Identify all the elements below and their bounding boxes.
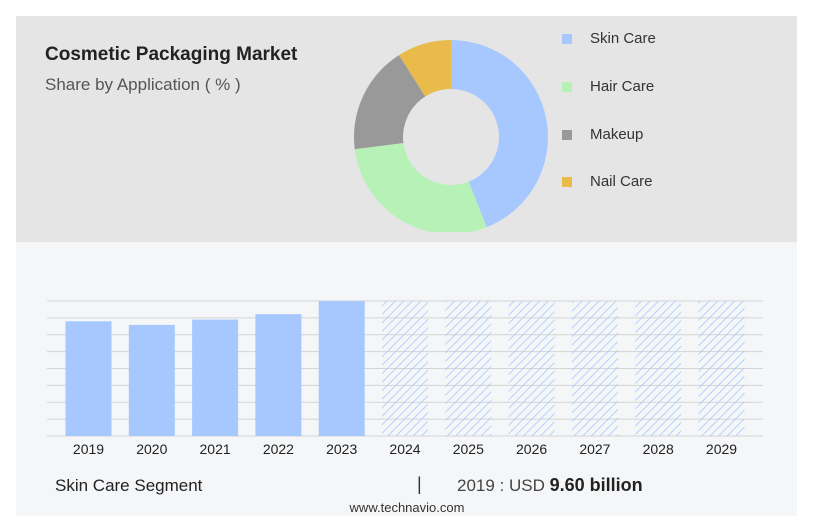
legend-label: Skin Care <box>590 30 656 47</box>
x-tick-label: 2025 <box>453 441 484 457</box>
x-tick-label: 2027 <box>579 441 610 457</box>
forecast-bar-2027 <box>571 301 618 436</box>
legend-swatch <box>562 34 572 44</box>
bar-2022 <box>255 314 302 436</box>
donut-slice-nail-care <box>399 40 451 97</box>
donut-slice-skin-care <box>451 40 548 228</box>
bar-chart: 2019 2020 2021 2022 2023 2024 2025 2026 2027 2028… <box>47 300 763 457</box>
bar-2023 <box>318 301 365 436</box>
forecast-bar-2029 <box>698 301 745 436</box>
forecast-bar-2024 <box>382 301 428 436</box>
x-tick-label: 2024 <box>389 441 420 457</box>
forecast-bar-2025 <box>445 301 492 436</box>
footer-segment-label: Skin Care Segment <box>55 476 203 495</box>
forecast-bar-2026 <box>508 301 555 436</box>
x-tick-label: 2026 <box>516 441 547 457</box>
footer-year-prefix: 2019 : USD <box>457 476 545 495</box>
donut-slice-hair-care <box>354 143 487 232</box>
x-tick-label: 2029 <box>706 441 737 457</box>
x-tick-label: 2028 <box>643 441 674 457</box>
chart-subtitle: Share by Application ( % ) <box>45 75 241 94</box>
x-tick-label: 2022 <box>263 441 294 457</box>
legend-swatch <box>562 130 572 140</box>
source-credit: www.technavio.com <box>349 500 465 515</box>
bar-2020 <box>128 324 175 436</box>
x-tick-label: 2019 <box>73 441 104 457</box>
donut-slice-makeup <box>353 55 426 150</box>
donut-chart <box>353 40 548 232</box>
legend-swatch <box>562 177 572 187</box>
x-tick-label: 2021 <box>200 441 231 457</box>
legend-label: Makeup <box>590 126 644 143</box>
forecast-bar-2028 <box>635 301 682 436</box>
x-tick-label: 2023 <box>326 441 357 457</box>
footer-separator: | <box>417 474 422 494</box>
footer-value: 2019 : USD 9.60 billion <box>457 475 643 496</box>
bar-2021 <box>192 319 239 436</box>
legend-label: Hair Care <box>590 78 655 95</box>
footer-amount: 9.60 billion <box>549 475 643 495</box>
chart-title: Cosmetic Packaging Market <box>45 44 298 65</box>
legend-label: Nail Care <box>590 173 653 190</box>
bar-2019 <box>65 321 112 436</box>
x-tick-label: 2020 <box>136 441 167 457</box>
legend-swatch <box>562 82 572 92</box>
